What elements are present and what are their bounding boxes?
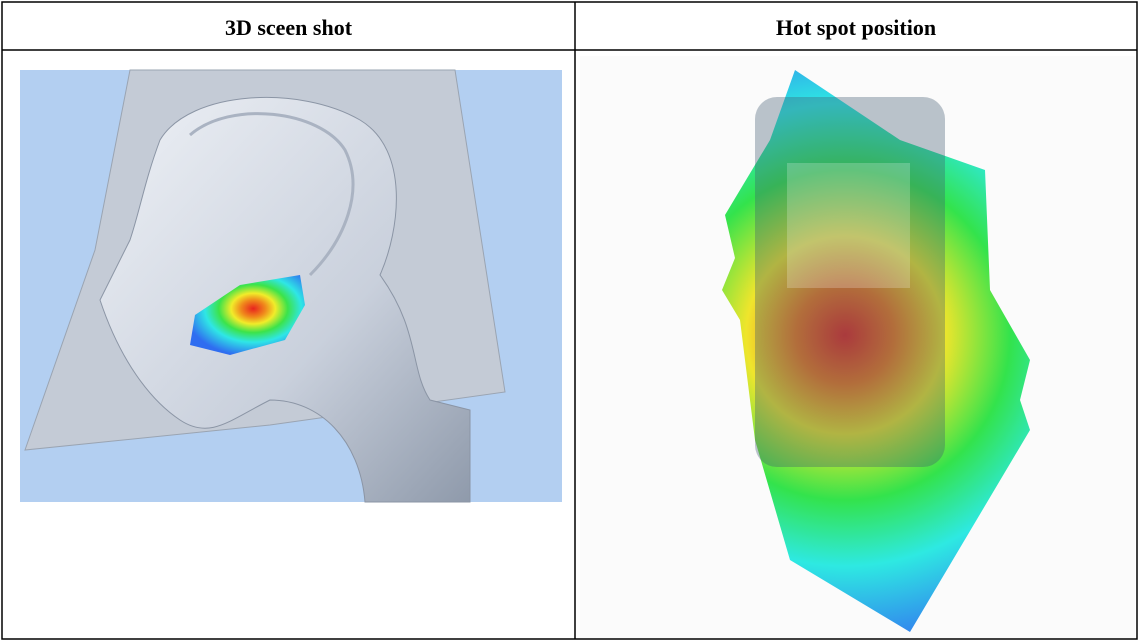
hot-spot-image [580,56,1135,638]
screenshot-3d [20,69,562,503]
header-cell: 3D sceen shot [224,15,353,40]
header-cell: Hot spot position [775,15,937,40]
